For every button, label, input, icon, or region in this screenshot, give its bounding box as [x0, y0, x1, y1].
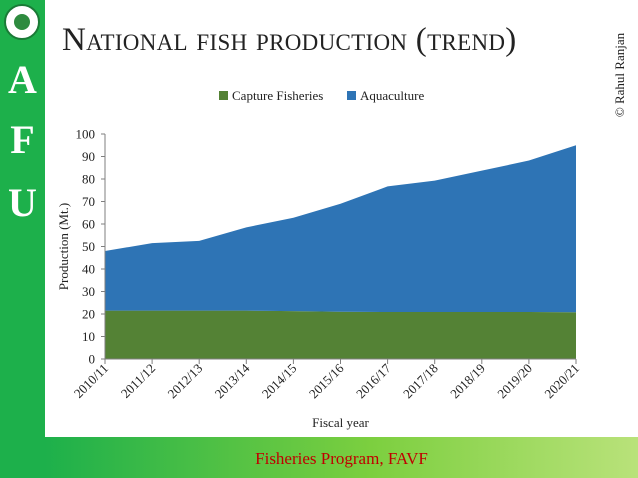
- y-tick-label: 50: [82, 239, 95, 254]
- x-tick-label: 2014/15: [259, 361, 300, 402]
- sidebar: A F U: [0, 0, 45, 478]
- x-tick-label: 2013/14: [212, 360, 253, 401]
- x-tick-label: 2015/16: [306, 360, 347, 401]
- university-logo: [4, 4, 40, 40]
- footer-text: Fisheries Program, FAVF: [255, 449, 428, 468]
- y-tick-label: 100: [76, 127, 96, 142]
- x-tick-label: 2011/12: [118, 361, 158, 401]
- x-tick-label: 2010/11: [71, 361, 111, 401]
- y-tick-label: 30: [82, 284, 95, 299]
- slide-title: National fish production (trend): [62, 22, 517, 58]
- y-tick-label: 70: [82, 194, 95, 209]
- y-tick-label: 90: [82, 149, 95, 164]
- x-tick-label: 2017/18: [400, 361, 441, 402]
- x-tick-label: 2019/20: [494, 361, 535, 402]
- footer-bar: Fisheries Program, FAVF: [45, 437, 638, 478]
- y-tick-label: 40: [82, 262, 95, 277]
- x-axis-title: Fiscal year: [312, 415, 369, 430]
- legend-swatch-1: [219, 91, 228, 100]
- legend-label-2: Aquaculture: [360, 88, 424, 103]
- x-tick-label: 2020/21: [541, 361, 582, 402]
- series-area-capture-fisheries: [105, 310, 576, 359]
- logo-emblem: [14, 14, 30, 30]
- sidebar-letter-a: A: [8, 57, 37, 102]
- y-tick-label: 80: [82, 172, 95, 187]
- series-area-aquaculture: [105, 145, 576, 313]
- x-tick-label: 2012/13: [165, 361, 206, 402]
- y-tick-label: 60: [82, 217, 95, 232]
- y-axis-title: Production (Mt.): [56, 203, 71, 290]
- y-tick-label: 20: [82, 307, 95, 322]
- sidebar-letter-f: F: [10, 117, 35, 162]
- sidebar-letter-u: U: [8, 180, 37, 225]
- x-tick-label: 2018/19: [447, 361, 488, 402]
- legend-swatch-2: [347, 91, 356, 100]
- y-tick-label: 10: [82, 329, 95, 344]
- y-tick-label: 0: [89, 352, 96, 367]
- legend-label-1: Capture Fisheries: [232, 88, 323, 103]
- x-tick-label: 2016/17: [353, 360, 394, 401]
- chart-legend: Capture Fisheries Aquaculture: [219, 88, 424, 103]
